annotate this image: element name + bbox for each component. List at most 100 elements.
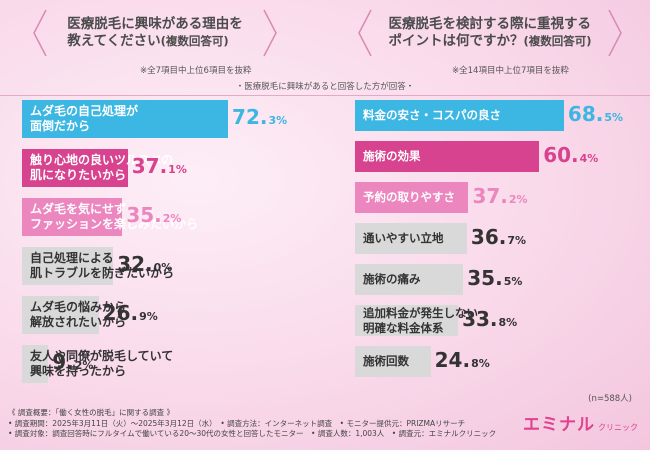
bar-value-number: 26. bbox=[102, 301, 139, 325]
bar-label-text: 施術回数 bbox=[363, 354, 409, 369]
left-question-suffix: (複数回答可) bbox=[160, 34, 229, 48]
bar-label: 通いやすい立地 bbox=[363, 223, 444, 254]
bar-value-decimal: 2% bbox=[74, 359, 94, 372]
bar-value: 37. 1% bbox=[132, 154, 187, 178]
right-bracket-icon bbox=[358, 9, 372, 57]
bar bbox=[22, 198, 123, 236]
bar-label-line: 触り心地の良いツルスベの bbox=[30, 153, 174, 167]
bar-value: 36. 7% bbox=[471, 225, 526, 249]
bar-label-text: ムダ毛の悩みから 解放されたいから bbox=[30, 300, 126, 330]
bar-label: 自己処理による 肌トラブルを防ぎたいから bbox=[30, 247, 174, 285]
bar-value: 9. 2% bbox=[52, 350, 93, 374]
bar-label-line: 興味を持ったから bbox=[30, 364, 127, 378]
bar-label-text: 自己処理による 肌トラブルを防ぎたいから bbox=[30, 251, 174, 281]
bar-value: 26. 9% bbox=[103, 301, 158, 325]
bar-value-decimal: 2% bbox=[508, 192, 528, 206]
sample-size: (n=588人) bbox=[588, 394, 632, 404]
bar-value-decimal: 0% bbox=[153, 261, 173, 274]
bar-label-line: 自己処理による bbox=[30, 251, 114, 265]
bar-label-text: 追加料金が発生しない 明確な料金体系 bbox=[363, 306, 478, 336]
footer-line3: • 調査対象：調査回答時にフルタイムで働いている20～30代の女性と回答したモニ… bbox=[8, 429, 497, 438]
bar-value-number: 60. bbox=[543, 142, 579, 167]
bar-value-number: 33. bbox=[462, 306, 498, 331]
bar-label-text: 施術の効果 bbox=[363, 149, 421, 164]
left-bracket-close-icon bbox=[263, 9, 277, 57]
bar-label: 触り心地の良いツルスベの 肌になりたいから bbox=[30, 149, 173, 187]
bar-label: 友人や同僚が脱毛していて 興味を持ったから bbox=[30, 345, 173, 383]
bar-value-decimal: 5% bbox=[503, 274, 523, 288]
bar-label-line: 友人や同僚が脱毛していて bbox=[30, 349, 174, 363]
left-question-text: 医療脱毛に興味がある理由を 教えてください(複数回答可) bbox=[67, 16, 243, 50]
bar bbox=[355, 141, 540, 172]
bar bbox=[355, 223, 467, 254]
bar-value: 72. 3% bbox=[232, 105, 287, 129]
bar-label-line: 明確な料金体系 bbox=[363, 320, 444, 335]
right-question-line2: ポイントは何ですか？ bbox=[388, 33, 524, 49]
bar-label: 施術の痛み bbox=[363, 264, 421, 295]
bar bbox=[22, 149, 128, 187]
right-question: 医療脱毛を検討する際に重視する ポイントは何ですか？(複数回答可) bbox=[355, 8, 625, 58]
bar-label-text: 施術の痛み bbox=[363, 272, 421, 287]
bar-label: ムダ毛の悩みから 解放されたいから bbox=[30, 296, 126, 334]
left-note: ※全7項目中上位6項目を抜粋 bbox=[140, 66, 252, 76]
bar-label: 追加料金が発生しない 明確な料金体系 bbox=[363, 305, 478, 336]
bar-label-line: 肌トラブルを防ぎたいから bbox=[30, 266, 175, 280]
left-question-line2: 教えてください bbox=[67, 33, 161, 49]
bar-label: 施術の効果 bbox=[363, 141, 421, 172]
bar-value-decimal: 8% bbox=[471, 356, 490, 370]
bar-label-line: 料金の安さ・コスパの良さ bbox=[363, 108, 501, 122]
footer-line2: • 調査期間：2025年3月11日（火）～2025年3月12日（水） • 調査方… bbox=[8, 418, 466, 428]
bar bbox=[355, 305, 459, 336]
right-note: ※全14項目中上位7項目を抜粋 bbox=[452, 66, 569, 76]
bar-label-line: 通いやすい立地 bbox=[363, 231, 444, 245]
bar-value-number: 35. bbox=[467, 265, 503, 290]
bar-value-decimal: 5% bbox=[604, 110, 624, 124]
bar-label-line: ムダ毛の悩みから bbox=[30, 300, 127, 314]
bar-value: 60. 4% bbox=[543, 143, 598, 167]
bar-value-number: 36. bbox=[470, 224, 507, 249]
bar-label-line: ムダ毛の自己処理が bbox=[30, 104, 139, 118]
bar bbox=[355, 100, 564, 131]
bar-value-decimal: 4% bbox=[579, 151, 599, 165]
bar-label: ムダ毛を気にせず ファッションを楽しみたいから bbox=[30, 198, 198, 236]
bar-label-text: ムダ毛の自己処理が 面倒だから bbox=[30, 104, 138, 134]
bar-value-decimal: 8% bbox=[498, 315, 518, 329]
bar-label-text: 友人や同僚が脱毛していて 興味を持ったから bbox=[30, 349, 173, 379]
footer-line1: 《 調査概要：「働く女性の脱毛」に関する調査 》 bbox=[8, 408, 175, 417]
bar-value: 32. 0% bbox=[117, 252, 172, 276]
bar-label: 予約の取りやすさ bbox=[363, 182, 455, 213]
logo-main: エミナル bbox=[523, 415, 595, 435]
bar-value-number: 72. bbox=[232, 105, 268, 129]
bar-label-line: 施術の効果 bbox=[363, 149, 421, 163]
bar-label-text: 通いやすい立地 bbox=[363, 231, 444, 246]
respondent-note: ・医療脱毛に興味があると回答した方が回答・ bbox=[235, 82, 415, 92]
bar-label-line: 施術の痛み bbox=[363, 272, 421, 286]
bar-label-text: 予約の取りやすさ bbox=[363, 190, 455, 205]
bar bbox=[355, 346, 431, 377]
bar-label: 料金の安さ・コスパの良さ bbox=[363, 100, 501, 131]
divider bbox=[0, 95, 650, 96]
bar-label-line: ファッションを楽しみたいから bbox=[30, 217, 199, 231]
right-question-text: 医療脱毛を検討する際に重視する ポイントは何ですか？(複数回答可) bbox=[388, 16, 591, 50]
bar-value: 24. 8% bbox=[435, 348, 490, 372]
bar-value-number: 32. bbox=[117, 252, 153, 276]
bar-value: 35. 5% bbox=[467, 266, 522, 290]
bar-label-text: 触り心地の良いツルスベの 肌になりたいから bbox=[30, 153, 173, 183]
bar-label-text: ムダ毛を気にせず ファッションを楽しみたいから bbox=[30, 202, 198, 232]
bar bbox=[355, 182, 469, 213]
bar-value-number: 37. bbox=[472, 183, 508, 208]
bar-label-line: 解放されたいから bbox=[30, 315, 127, 329]
bar-label: 施術回数 bbox=[363, 346, 409, 377]
bar-label: ムダ毛の自己処理が 面倒だから bbox=[30, 100, 138, 138]
clinic-logo: エミナル クリニック bbox=[523, 410, 638, 435]
bar-value-number: 9. bbox=[52, 350, 74, 374]
logo-sub: クリニック bbox=[598, 423, 638, 432]
bar-value-decimal: 2% bbox=[162, 212, 182, 225]
bar-value-number: 24. bbox=[434, 347, 471, 372]
bar-label-line: 施術回数 bbox=[363, 354, 409, 368]
right-bracket-close-icon bbox=[608, 9, 622, 57]
bar-label-text: 料金の安さ・コスパの良さ bbox=[363, 108, 501, 123]
bar bbox=[22, 100, 229, 138]
bar-value: 68. 5% bbox=[568, 102, 623, 126]
